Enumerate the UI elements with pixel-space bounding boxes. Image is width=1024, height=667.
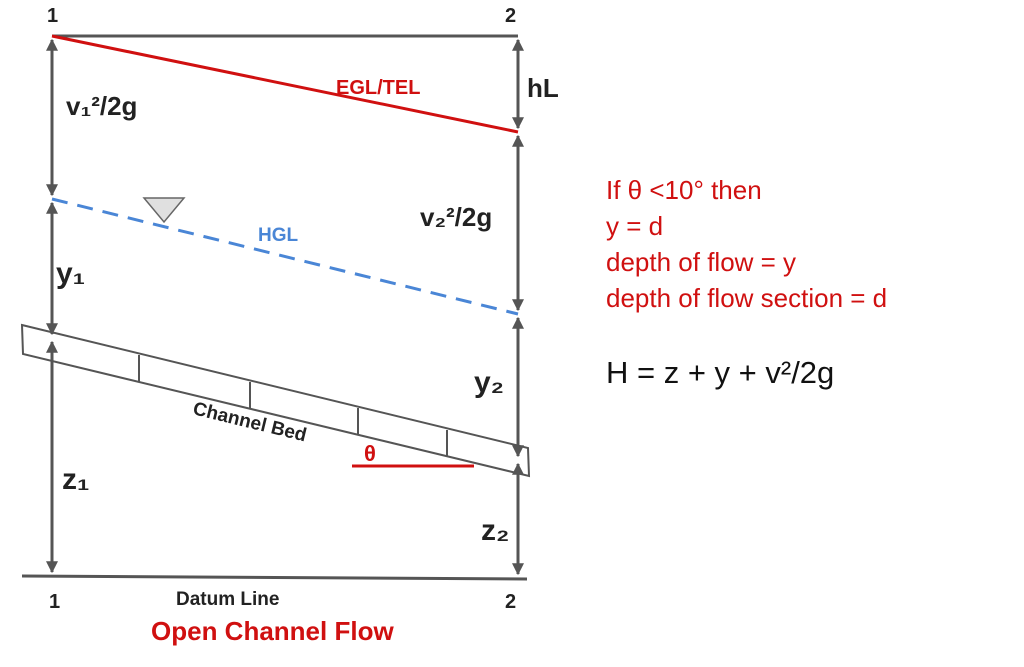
note-line-y-equals-d: y = d xyxy=(606,211,663,241)
section-2-bottom-label: 2 xyxy=(505,591,516,613)
section-1-bottom-label: 1 xyxy=(49,591,60,613)
water-surface-marker-icon xyxy=(142,197,186,224)
egl-label: EGL/TEL xyxy=(336,77,420,99)
angle-label: θ xyxy=(364,441,376,466)
note-line-depth-of-flow-section: depth of flow section = d xyxy=(606,283,887,313)
diagram-caption: Open Channel Flow xyxy=(151,616,394,646)
section-1-top-label: 1 xyxy=(47,5,58,27)
v2-head-label: v₂²/2g xyxy=(420,202,492,232)
note-line-depth-of-flow: depth of flow = y xyxy=(606,247,796,277)
hgl-line xyxy=(51,197,519,316)
z2-label: z₂ xyxy=(481,514,509,547)
note-line-condition: If θ <10° then xyxy=(606,175,762,205)
channel-bed-band xyxy=(20,323,531,478)
hgl-label: HGL xyxy=(258,225,299,246)
egl-line xyxy=(51,34,519,134)
datum-line xyxy=(21,574,528,581)
energy-equation: H = z + y + v²/2g xyxy=(606,355,834,390)
head-loss-label: hL xyxy=(527,73,559,103)
y2-label: y₂ xyxy=(474,366,504,399)
section-2-top-label: 2 xyxy=(505,5,516,27)
z1-label: z₁ xyxy=(62,463,89,496)
y1-label: y₁ xyxy=(56,257,85,290)
v1-head-label: v₁²/2g xyxy=(66,91,137,121)
datum-line-label: Datum Line xyxy=(176,589,279,610)
